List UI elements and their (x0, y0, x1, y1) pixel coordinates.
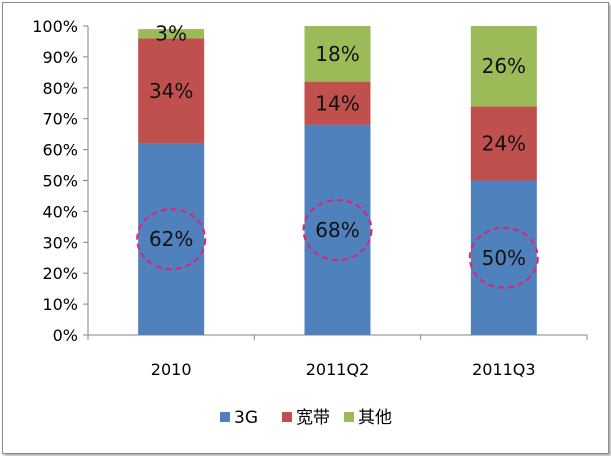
highlight-ellipse (136, 208, 207, 271)
bar-segment-3G (304, 124, 371, 335)
legend-label: 3G (234, 408, 258, 428)
x-tick-label: 2010 (151, 360, 192, 379)
bar-segment-宽带 (470, 106, 537, 181)
highlight-ellipses (136, 198, 539, 289)
legend-swatch-3G (220, 412, 230, 422)
y-tick-label: 70% (42, 110, 78, 129)
y-tick-label: 50% (42, 172, 78, 191)
data-label: 14% (315, 91, 359, 115)
legend-swatch-其他 (344, 412, 354, 422)
y-tick-label: 10% (42, 295, 78, 314)
legend-label: 其他 (358, 408, 392, 428)
y-tick-label: 0% (53, 326, 78, 345)
bar-segment-宽带 (304, 81, 371, 125)
highlight-ellipse (302, 198, 373, 261)
axes: 0% 10% 20% 30% 40% 50% 60% 70% 80% 90% 100% 2010 201… (32, 17, 588, 379)
x-tick-label: 2011Q2 (306, 360, 370, 379)
legend-label: 宽带 (296, 408, 330, 428)
y-tick-label: 60% (42, 141, 78, 160)
data-label: 18% (315, 42, 359, 66)
bar-segment-其他 (138, 29, 205, 39)
legend-swatch-宽带 (282, 412, 292, 422)
data-label: 24% (482, 131, 526, 155)
y-tick-label: 90% (42, 48, 78, 67)
bar-segment-3G (470, 180, 537, 335)
bars (138, 26, 537, 335)
data-labels: 62% 34% 3% 68% 14% 18% 50% 24% 26% (149, 22, 526, 270)
bar-segment-宽带 (138, 38, 205, 144)
y-tick-label: 80% (42, 79, 78, 98)
x-tick-label: 2011Q3 (472, 360, 536, 379)
bar-segment-其他 (304, 26, 371, 82)
y-tick-label: 20% (42, 264, 78, 283)
y-tick-label: 40% (42, 202, 78, 221)
data-label: 34% (149, 79, 193, 103)
legend: 3G 宽带 其他 (220, 408, 392, 428)
bar-segment-其他 (470, 26, 537, 107)
data-label: 62% (149, 227, 193, 251)
data-label: 3% (155, 22, 187, 46)
data-label: 50% (482, 246, 526, 270)
y-tick-label: 100% (32, 17, 78, 36)
highlight-ellipse (468, 226, 539, 289)
bar-segment-3G (138, 143, 205, 335)
data-label: 68% (315, 218, 359, 242)
data-label: 26% (482, 54, 526, 78)
y-tick-label: 30% (42, 233, 78, 252)
